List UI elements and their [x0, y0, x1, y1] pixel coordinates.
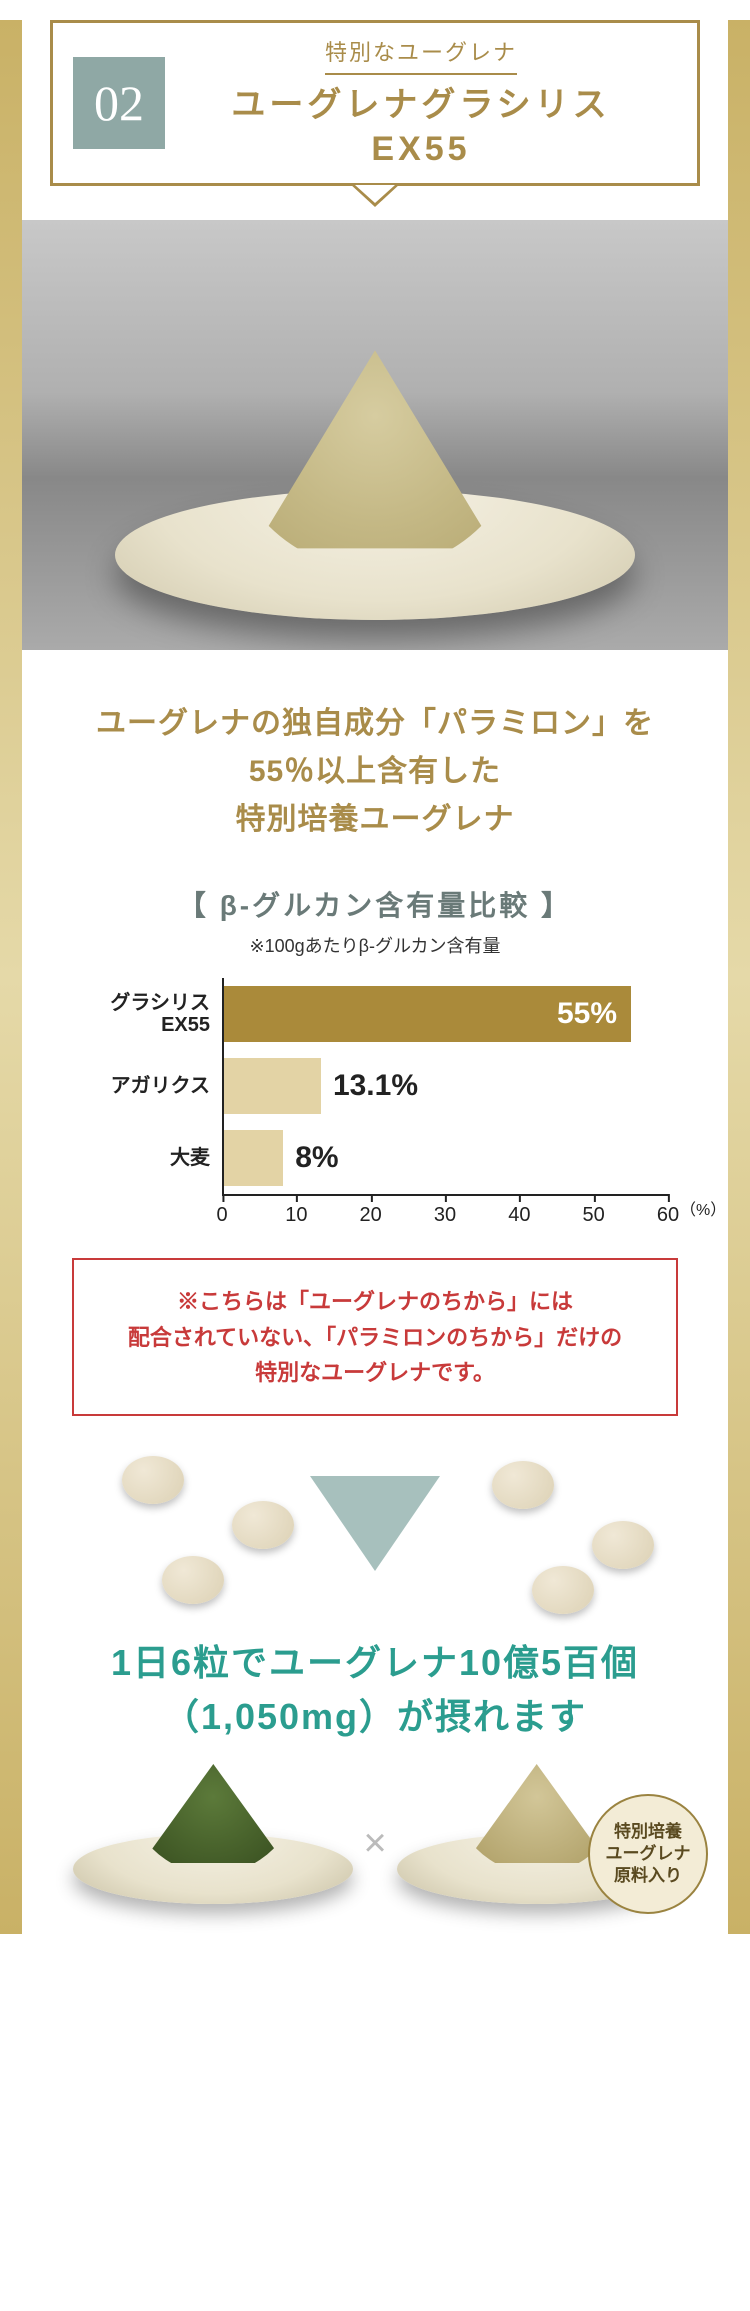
bar-value: 8%	[295, 1141, 338, 1175]
header-title: ユーグレナグラシリス EX55	[165, 83, 677, 171]
bottom-illustration-row: × 特別培養 ユーグレナ 原料入り	[22, 1774, 728, 1934]
desc-line3: 特別培養ユーグレナ	[236, 803, 515, 836]
bar-value: 13.1%	[333, 1069, 418, 1103]
axis-tick: 40	[508, 1204, 530, 1227]
pill-icon	[232, 1501, 294, 1549]
badge-line3: 原料入り	[614, 1866, 682, 1885]
desc-line2: 55％以上含有した	[249, 755, 501, 788]
header-text: 特別なユーグレナ ユーグレナグラシリス EX55	[165, 35, 677, 171]
desc-line1: ユーグレナの独自成分「パラミロン」を	[96, 707, 654, 740]
pills-illustration	[62, 1446, 688, 1626]
bar-fill	[224, 1058, 321, 1114]
pill-icon	[162, 1556, 224, 1604]
special-ingredient-badge: 特別培養 ユーグレナ 原料入り	[588, 1794, 708, 1914]
pill-icon	[592, 1521, 654, 1569]
callout-text: 1日6粒でユーグレナ10億5百個 （1,050mg）が摂れます	[22, 1626, 728, 1774]
axis-unit: （%）	[680, 1196, 726, 1220]
green-powder-plate	[73, 1784, 353, 1904]
page-container: 02 特別なユーグレナ ユーグレナグラシリス EX55 ユーグレナの独自成分「パ…	[0, 20, 750, 1934]
section-number: 02	[73, 57, 165, 149]
axis-tick: 10	[285, 1204, 307, 1227]
badge-line1: 特別培養	[614, 1822, 682, 1841]
bar-track: 8%	[222, 1122, 668, 1194]
bar-row: グラシリスEX5555%	[82, 978, 668, 1050]
axis-tick: 50	[583, 1204, 605, 1227]
header-card: 02 特別なユーグレナ ユーグレナグラシリス EX55	[50, 20, 700, 186]
notice-line3: 特別なユーグレナです。	[255, 1360, 495, 1385]
pill-icon	[492, 1461, 554, 1509]
axis-tick: 30	[434, 1204, 456, 1227]
arrow-down-icon	[310, 1476, 440, 1571]
description-text: ユーグレナの独自成分「パラミロン」を 55％以上含有した 特別培養ユーグレナ	[22, 650, 728, 884]
bar-track: 55%	[222, 978, 668, 1050]
bar-label: グラシリスEX55	[82, 992, 222, 1036]
notice-line2: 配合されていない、「パラミロンのちから」だけの	[128, 1325, 622, 1350]
bar-label: 大麦	[82, 1147, 222, 1169]
header-subtitle: 特別なユーグレナ	[325, 35, 517, 75]
callout-line2: （1,050mg）が摂れます	[163, 1696, 587, 1737]
notice-box: ※こちらは「ユーグレナのちから」には 配合されていない、「パラミロンのちから」だ…	[72, 1258, 678, 1416]
chart-note: ※100gあたりβ-グルカン含有量	[22, 932, 728, 958]
callout-line1: 1日6粒でユーグレナ10億5百個	[111, 1642, 639, 1683]
chart-x-axis: 0102030405060（%）	[222, 1194, 668, 1228]
badge-line2: ユーグレナ	[606, 1844, 691, 1863]
header-pointer	[22, 186, 728, 210]
hero-image	[22, 220, 728, 650]
pill-icon	[122, 1456, 184, 1504]
axis-tick: 0	[216, 1204, 227, 1227]
axis-tick: 20	[360, 1204, 382, 1227]
header-title-line1: ユーグレナグラシリス	[231, 86, 610, 124]
bar-track: 13.1%	[222, 1050, 668, 1122]
notice-line1: ※こちらは「ユーグレナのちから」には	[177, 1289, 573, 1314]
bar-fill: 55%	[224, 986, 631, 1042]
bar-chart: グラシリスEX5555%アガリクス13.1%大麦8% 0102030405060…	[82, 978, 668, 1228]
bar-row: 大麦 8%	[82, 1122, 668, 1194]
bar-row: アガリクス 13.1%	[82, 1050, 668, 1122]
bar-label: アガリクス	[82, 1075, 222, 1097]
bar-fill	[224, 1130, 283, 1186]
pill-icon	[532, 1566, 594, 1614]
axis-tick: 60	[657, 1204, 679, 1227]
multiply-icon: ×	[363, 1821, 386, 1866]
header-title-line2: EX55	[371, 130, 470, 168]
chart-title: 【 β-グルカン含有量比較 】	[22, 884, 728, 924]
